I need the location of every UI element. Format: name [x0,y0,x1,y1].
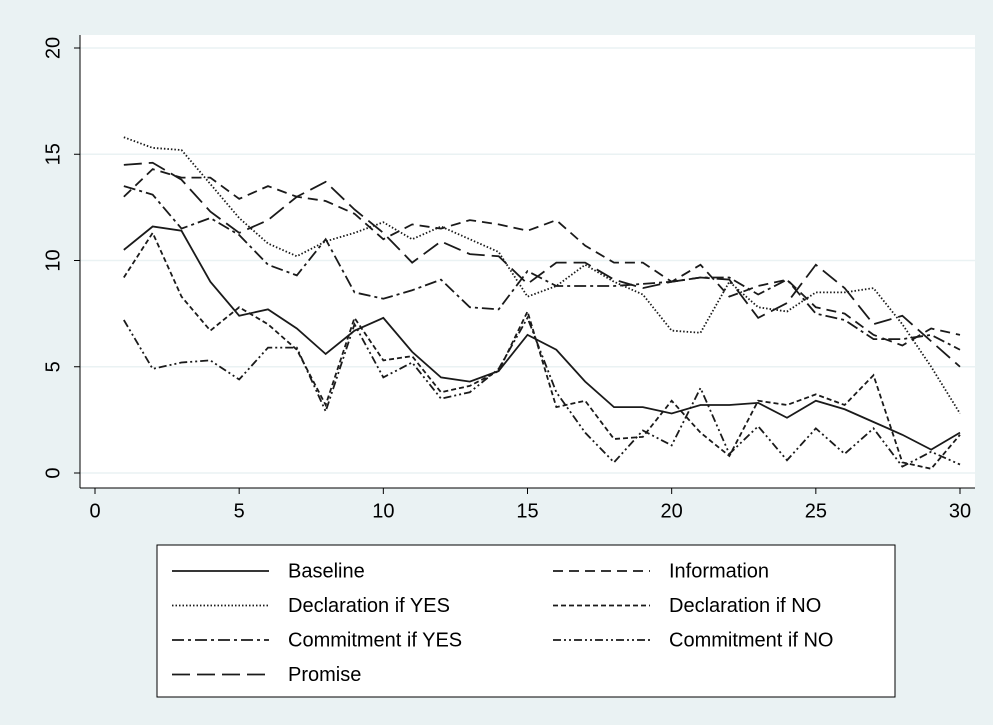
legend-label: Declaration if NO [669,595,821,617]
series-line [123,185,961,351]
x-tick-label: 20 [661,500,683,522]
series-line [123,161,961,368]
x-tick-label: 10 [372,500,394,522]
series-line [123,168,961,347]
x-tick-label: 5 [234,500,245,522]
legend-label: Baseline [288,560,365,582]
y-tick-label: 5 [42,361,64,372]
x-tick-label: 25 [805,500,827,522]
legend-label: Information [669,560,769,582]
series-line [123,225,961,451]
y-tick-label: 15 [42,143,64,165]
x-tick-label: 0 [89,500,100,522]
y-tick-label: 20 [42,37,64,59]
series-line [123,136,961,414]
x-tick-label: 30 [949,500,971,522]
plot-area [80,35,975,488]
y-tick-label: 10 [42,249,64,271]
legend-label: Commitment if NO [669,629,833,651]
y-tick-label: 0 [42,467,64,478]
x-tick-label: 15 [516,500,538,522]
legend-label: Commitment if YES [288,629,462,651]
series-line [123,231,961,470]
legend-box [156,544,896,698]
legend-label: Promise [288,664,361,686]
legend-label: Declaration if YES [288,595,450,617]
series-line [123,315,961,468]
